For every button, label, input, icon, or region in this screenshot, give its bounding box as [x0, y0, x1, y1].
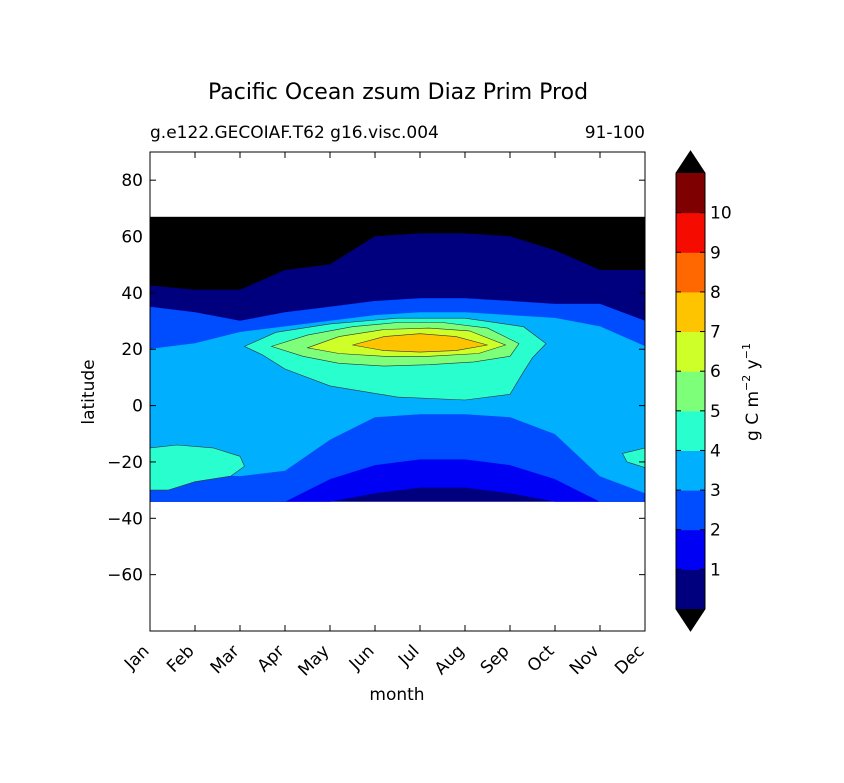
colorbar-label-exp1: −2 — [740, 375, 753, 391]
chart-title: Pacific Ocean zsum Diaz Prim Prod — [208, 80, 588, 105]
colorbar-outline — [675, 150, 706, 632]
contour-patch-south-1 — [622, 447, 645, 468]
y-tick-label: −40 — [107, 509, 143, 529]
colorbar-segment-7 — [676, 291, 705, 333]
colorbar-label-mid: y — [743, 359, 763, 369]
x-tick-label: Apr — [254, 641, 289, 676]
colorbar-tick-label: 4 — [710, 441, 721, 461]
colorbar-extend-high — [676, 151, 705, 173]
colorbar-label-base: g C m — [743, 391, 763, 441]
colorbar-tick-label: 9 — [710, 243, 721, 263]
y-tick-label: 60 — [121, 228, 143, 248]
y-axis-label: latitude — [79, 359, 99, 424]
y-tick-label: 80 — [121, 171, 143, 191]
contour-level-7 — [352, 333, 488, 353]
contour-fills — [150, 216, 645, 502]
colorbar-segment-1 — [676, 529, 705, 570]
chart-subtitle-left: g.e122.GECOIAF.T62 g16.visc.004 — [150, 123, 439, 143]
colorbar-tick-label: 8 — [710, 283, 721, 303]
x-tick-label: Feb — [163, 641, 198, 676]
colorbar-segment-5 — [676, 371, 705, 412]
y-tick-label: −20 — [107, 453, 143, 473]
colorbar-tick-label: 6 — [710, 362, 721, 382]
colorbar-tick-label: 7 — [710, 323, 721, 343]
x-axis-label: month — [369, 685, 424, 705]
y-axis: 80 60 40 20 0 −20 −40 −60 — [107, 171, 645, 586]
chart-subtitle-right: 91-100 — [585, 123, 645, 143]
x-tick-label: Jan — [120, 641, 153, 674]
colorbar-label-exp2: −1 — [740, 343, 753, 359]
colorbar-segment-8 — [676, 252, 705, 293]
colorbar-segment-4 — [676, 410, 705, 451]
y-tick-label: −60 — [107, 566, 143, 586]
x-tick-label: Jun — [345, 641, 379, 675]
x-tick-label: Jul — [394, 641, 423, 670]
x-tick-label: Dec — [611, 641, 648, 678]
plot-frame — [149, 151, 646, 632]
colorbar-extend-low — [676, 609, 705, 631]
colorbar-segment-6 — [676, 331, 705, 372]
x-tick-label: Aug — [431, 641, 469, 679]
colorbar-segment-9 — [676, 212, 705, 253]
x-tick-label: Sep — [477, 641, 514, 678]
colorbar-tick-label: 5 — [710, 402, 721, 422]
colorbar-segment-0 — [676, 569, 705, 610]
colorbar: 1 2 3 4 5 6 7 8 9 10 — [675, 150, 732, 632]
colorbar-tick-label: 3 — [710, 481, 721, 501]
contour-patch-south-0 — [150, 444, 245, 491]
colorbar-tick-label: 1 — [710, 560, 721, 580]
colorbar-segment-10 — [676, 173, 705, 214]
colorbar-tick-label: 10 — [710, 204, 732, 224]
y-tick-label: 40 — [121, 284, 143, 304]
x-tick-label: Mar — [207, 641, 244, 678]
colorbar-tick-label: 2 — [710, 521, 721, 541]
colorbar-segment-2 — [676, 490, 705, 531]
x-tick-label: Oct — [524, 641, 559, 676]
x-tick-label: May — [295, 641, 334, 680]
y-tick-label: 0 — [132, 397, 143, 417]
colorbar-segment-3 — [676, 450, 705, 491]
y-tick-label: 20 — [121, 340, 143, 360]
x-tick-label: Nov — [566, 641, 604, 679]
colorbar-label: g C m−2 y−1 — [740, 343, 763, 441]
